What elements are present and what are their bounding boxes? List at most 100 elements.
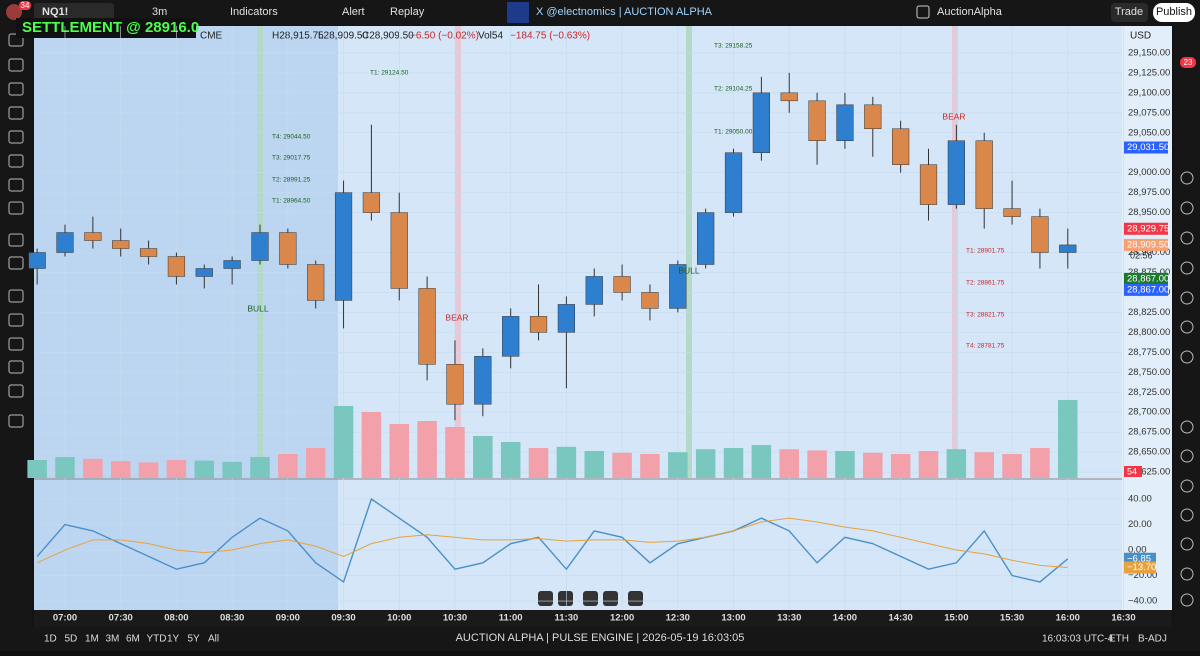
tool-icon[interactable] <box>8 58 24 72</box>
range-button[interactable]: 1D <box>44 634 57 645</box>
scroll-left[interactable] <box>583 591 598 606</box>
replay-button[interactable]: Replay <box>390 6 425 18</box>
x-tick-label: 13:00 <box>721 613 745 624</box>
candle-body <box>1031 216 1049 253</box>
tool-icon[interactable] <box>8 360 24 374</box>
badge-count: 34 <box>21 1 30 10</box>
y-tick-label: −40.00 <box>1128 596 1157 607</box>
annotation: T4: 29044.50 <box>272 134 311 141</box>
tool-icon[interactable] <box>8 82 24 96</box>
tool-icon[interactable] <box>8 201 24 215</box>
interval[interactable]: 3m <box>152 6 167 18</box>
volume-bar <box>835 451 855 478</box>
session[interactable]: ETH <box>1109 634 1129 645</box>
side-icon[interactable] <box>1180 261 1194 275</box>
layout-name[interactable]: AuctionAlpha <box>937 6 1003 18</box>
annotation: BULL <box>678 265 700 275</box>
tool-icon[interactable] <box>8 256 24 270</box>
legend-change: −6.50 (−0.02%) <box>410 31 479 42</box>
range-button[interactable]: 6M <box>126 634 140 645</box>
tool-icon[interactable] <box>8 384 24 398</box>
y-tick-label: 40.00 <box>1128 494 1152 505</box>
side-icon[interactable] <box>1180 420 1194 434</box>
volume-bar <box>417 421 437 478</box>
notif-badge <box>1180 57 1196 68</box>
tool-icon[interactable] <box>8 178 24 192</box>
range-button[interactable]: 1Y <box>167 634 180 645</box>
side-icon[interactable] <box>1180 567 1194 581</box>
adjustment[interactable]: B-ADJ <box>1138 634 1167 645</box>
candle-body <box>919 164 938 205</box>
price-tag <box>1124 283 1168 296</box>
annotation: T3: 28821.75 <box>966 312 1005 319</box>
session-band <box>686 26 692 478</box>
range-button[interactable]: YTD <box>147 634 167 645</box>
volume-bar <box>668 452 688 478</box>
volume-bar <box>333 406 354 478</box>
candle-body <box>529 316 548 333</box>
y-tick-label: 28,725.00 <box>1128 387 1170 398</box>
trade-button[interactable] <box>1111 3 1148 22</box>
range-button[interactable]: 3M <box>106 634 120 645</box>
indicators-button[interactable]: Indicators <box>230 6 278 18</box>
range-button[interactable]: 5Y <box>188 634 201 645</box>
candle-body <box>669 264 687 309</box>
side-icon[interactable] <box>1180 508 1194 522</box>
volume-bar <box>27 460 47 478</box>
legend-low: L28,909.50 <box>318 31 368 42</box>
x-tick-label: 07:00 <box>53 613 77 624</box>
range-button[interactable]: 1M <box>85 634 99 645</box>
zoom-in[interactable] <box>558 591 573 606</box>
plot: 29,150.00 29,125.00 29,100.00 29,075.00 29,0… <box>27 26 1170 624</box>
y-tick-label: 0.00 <box>1128 545 1147 556</box>
zoom-out[interactable] <box>538 591 553 606</box>
osc-line <box>36 517 1068 569</box>
tool-icon[interactable] <box>8 106 24 120</box>
layout-checkbox[interactable] <box>916 5 930 19</box>
x-tick-label: 07:30 <box>109 613 133 624</box>
alert-button[interactable]: Alert <box>342 6 365 18</box>
volume-bar <box>556 446 577 478</box>
side-icon[interactable] <box>1180 171 1194 185</box>
candle-body <box>251 232 269 261</box>
tool-icon[interactable] <box>8 313 24 327</box>
publish-button[interactable] <box>1153 3 1195 22</box>
logo[interactable] <box>6 4 22 20</box>
currency[interactable]: USD <box>1130 31 1151 42</box>
y-tick-label: 28,825.00 <box>1128 307 1170 318</box>
candle-body <box>557 304 575 333</box>
volume-bar <box>890 454 911 478</box>
volume-bar <box>918 451 939 478</box>
tool-icon[interactable] <box>8 233 24 247</box>
range-button[interactable]: 5D <box>65 634 78 645</box>
side-icon[interactable] <box>1180 231 1194 245</box>
tool-icon[interactable] <box>8 289 24 303</box>
range-button[interactable]: All <box>208 634 219 645</box>
publish-label[interactable]: Publish <box>1156 6 1192 18</box>
tool-icon[interactable] <box>8 130 24 144</box>
side-icon[interactable] <box>1180 449 1194 463</box>
side-icon[interactable] <box>1180 537 1194 551</box>
trade-label[interactable]: Trade <box>1115 6 1143 18</box>
tool-icon[interactable] <box>8 414 24 428</box>
volume-bar <box>500 442 521 478</box>
reset[interactable] <box>628 591 643 606</box>
side-icon[interactable] <box>1180 291 1194 305</box>
osc-tag-label: −13.70 <box>1127 562 1156 573</box>
side-icon[interactable] <box>1180 593 1194 607</box>
scroll-right[interactable] <box>603 591 618 606</box>
candle-body <box>307 264 325 301</box>
side-icon[interactable] <box>1180 320 1194 334</box>
x-tick-label: 08:30 <box>220 613 244 624</box>
symbol-search[interactable] <box>34 3 114 21</box>
candle-body <box>892 128 910 165</box>
side-icon[interactable] <box>1180 479 1194 493</box>
tool-icon[interactable] <box>8 154 24 168</box>
tool-icon[interactable] <box>8 337 24 351</box>
symbol[interactable]: NQ1! <box>42 6 68 18</box>
volume-bar <box>389 424 410 478</box>
price-tag-label: 29,031.50 <box>1127 142 1169 153</box>
side-icon[interactable] <box>1180 201 1194 215</box>
side-icon[interactable] <box>1180 350 1194 364</box>
candle-body <box>112 240 130 249</box>
